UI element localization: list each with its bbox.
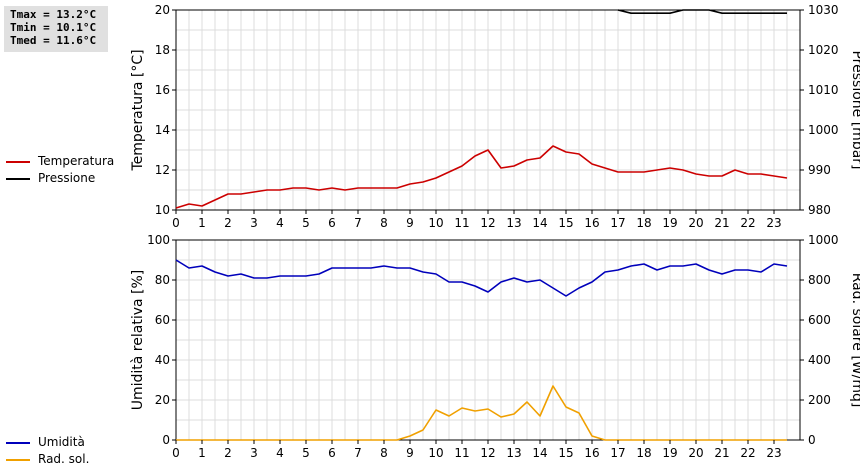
x-tick-label: 23	[766, 446, 781, 460]
x-tick-label: 15	[558, 446, 573, 460]
y-tick-label-left: 20	[155, 3, 170, 17]
y-axis-title-left: Umidità relativa [%]	[130, 270, 146, 411]
legend-swatch-temperatura	[6, 161, 30, 163]
y-tick-label-right: 1010	[808, 83, 839, 97]
x-tick-label: 3	[250, 446, 258, 460]
y-tick-label-right: 1000	[808, 233, 839, 247]
x-tick-label: 19	[662, 216, 677, 230]
x-tick-label: 0	[172, 446, 180, 460]
x-tick-label: 19	[662, 446, 677, 460]
x-tick-label: 21	[714, 216, 729, 230]
x-tick-label: 16	[584, 216, 599, 230]
y-tick-label-left: 100	[147, 233, 170, 247]
x-tick-label: 12	[480, 446, 495, 460]
y-tick-label-left: 18	[155, 43, 170, 57]
stat-tmax: Tmax = 13.2°C	[10, 8, 97, 21]
x-tick-label: 18	[636, 446, 651, 460]
y-tick-label-right: 200	[808, 393, 831, 407]
y-tick-label-right: 990	[808, 163, 831, 177]
x-tick-label: 6	[328, 446, 336, 460]
x-tick-label: 8	[380, 216, 388, 230]
x-tick-label: 20	[688, 446, 703, 460]
y-tick-label-right: 1020	[808, 43, 839, 57]
y-tick-label-right: 980	[808, 203, 831, 217]
x-tick-label: 12	[480, 216, 495, 230]
series-line-rad-sol-	[176, 385, 787, 441]
y-tick-label-right: 400	[808, 353, 831, 367]
y-axis-title-right: Pressione [mbar]	[849, 50, 860, 169]
stat-tmed: Tmed = 11.6°C	[10, 34, 97, 47]
legend-label-umidita: Umidità	[38, 435, 85, 449]
x-tick-label: 15	[558, 216, 573, 230]
x-tick-label: 7	[354, 446, 362, 460]
x-tick-label: 22	[740, 216, 755, 230]
y-axis-title-left: Temperatura [°C]	[130, 49, 146, 171]
x-tick-label: 2	[224, 446, 232, 460]
x-tick-label: 9	[406, 216, 414, 230]
y-tick-label-left: 14	[155, 123, 170, 137]
x-tick-label: 22	[740, 446, 755, 460]
x-tick-label: 0	[172, 216, 180, 230]
x-tick-label: 4	[276, 446, 284, 460]
y-tick-label-left: 40	[155, 353, 170, 367]
legend-swatch-rad-sol	[6, 459, 30, 461]
y-axis-title-right: Rad. solare [W/mq]	[849, 273, 860, 408]
x-tick-label: 6	[328, 216, 336, 230]
x-tick-label: 14	[532, 446, 547, 460]
legend-swatch-pressione	[6, 178, 30, 180]
x-tick-label: 17	[610, 216, 625, 230]
y-tick-label-left: 60	[155, 313, 170, 327]
series-line-pressione	[617, 9, 787, 14]
x-tick-label: 14	[532, 216, 547, 230]
series-line-temperatura	[175, 145, 788, 209]
legend-swatch-umidita	[6, 442, 30, 444]
y-tick-label-left: 0	[162, 433, 170, 447]
y-tick-label-right: 800	[808, 273, 831, 287]
x-tick-label: 13	[506, 216, 521, 230]
x-tick-label: 11	[454, 446, 469, 460]
y-tick-label-left: 16	[155, 83, 170, 97]
y-tick-label-right: 1000	[808, 123, 839, 137]
x-tick-label: 20	[688, 216, 703, 230]
x-tick-label: 10	[428, 446, 443, 460]
y-tick-label-right: 600	[808, 313, 831, 327]
y-tick-label-left: 12	[155, 163, 170, 177]
y-tick-label-left: 10	[155, 203, 170, 217]
temperature-stats-box: Tmax = 13.2°C Tmin = 10.1°C Tmed = 11.6°…	[4, 6, 108, 52]
x-tick-label: 1	[198, 216, 206, 230]
y-tick-label-left: 80	[155, 273, 170, 287]
legend-label-temperatura: Temperatura	[38, 154, 115, 168]
x-tick-label: 9	[406, 446, 414, 460]
x-tick-label: 2	[224, 216, 232, 230]
x-tick-label: 5	[302, 216, 310, 230]
y-tick-label-right: 0	[808, 433, 816, 447]
x-tick-label: 21	[714, 446, 729, 460]
x-tick-label: 1	[198, 446, 206, 460]
x-tick-label: 7	[354, 216, 362, 230]
series-line-umidit-	[175, 259, 788, 297]
stat-tmin: Tmin = 10.1°C	[10, 21, 97, 34]
x-tick-label: 5	[302, 446, 310, 460]
x-tick-label: 23	[766, 216, 781, 230]
x-tick-label: 3	[250, 216, 258, 230]
x-tick-label: 10	[428, 216, 443, 230]
x-tick-label: 18	[636, 216, 651, 230]
legend-label-pressione: Pressione	[38, 171, 96, 185]
x-tick-label: 17	[610, 446, 625, 460]
x-tick-label: 13	[506, 446, 521, 460]
y-tick-label-left: 20	[155, 393, 170, 407]
y-tick-label-right: 1030	[808, 3, 839, 17]
x-tick-label: 8	[380, 446, 388, 460]
x-tick-label: 4	[276, 216, 284, 230]
x-tick-label: 11	[454, 216, 469, 230]
x-tick-label: 16	[584, 446, 599, 460]
